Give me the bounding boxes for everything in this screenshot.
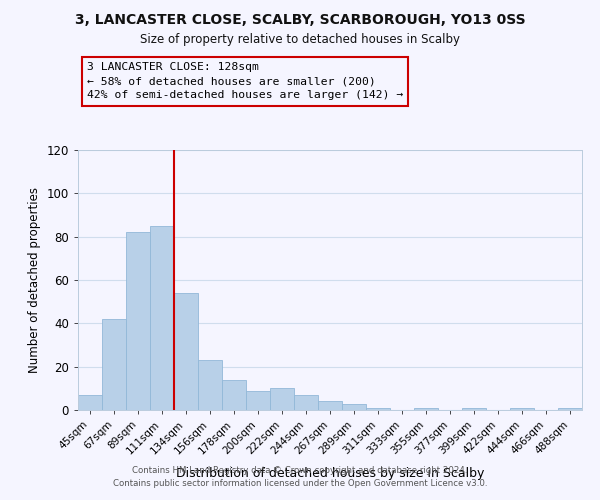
Text: 3 LANCASTER CLOSE: 128sqm
← 58% of detached houses are smaller (200)
42% of semi: 3 LANCASTER CLOSE: 128sqm ← 58% of detac… <box>87 62 403 100</box>
Bar <box>510 408 534 410</box>
Bar <box>462 408 486 410</box>
Y-axis label: Number of detached properties: Number of detached properties <box>28 187 41 373</box>
Bar <box>150 226 174 410</box>
Bar <box>318 402 342 410</box>
Bar <box>342 404 366 410</box>
Bar <box>78 395 102 410</box>
Bar <box>294 395 318 410</box>
Bar <box>558 408 582 410</box>
Text: 3, LANCASTER CLOSE, SCALBY, SCARBOROUGH, YO13 0SS: 3, LANCASTER CLOSE, SCALBY, SCARBOROUGH,… <box>74 12 526 26</box>
Bar <box>414 408 438 410</box>
Bar <box>222 380 246 410</box>
Bar <box>174 293 198 410</box>
Bar <box>246 390 270 410</box>
Bar <box>126 232 150 410</box>
Bar <box>102 319 126 410</box>
Bar <box>270 388 294 410</box>
X-axis label: Distribution of detached houses by size in Scalby: Distribution of detached houses by size … <box>176 467 484 480</box>
Text: Contains HM Land Registry data © Crown copyright and database right 2024.
Contai: Contains HM Land Registry data © Crown c… <box>113 466 487 487</box>
Text: Size of property relative to detached houses in Scalby: Size of property relative to detached ho… <box>140 32 460 46</box>
Bar <box>366 408 390 410</box>
Bar <box>198 360 222 410</box>
